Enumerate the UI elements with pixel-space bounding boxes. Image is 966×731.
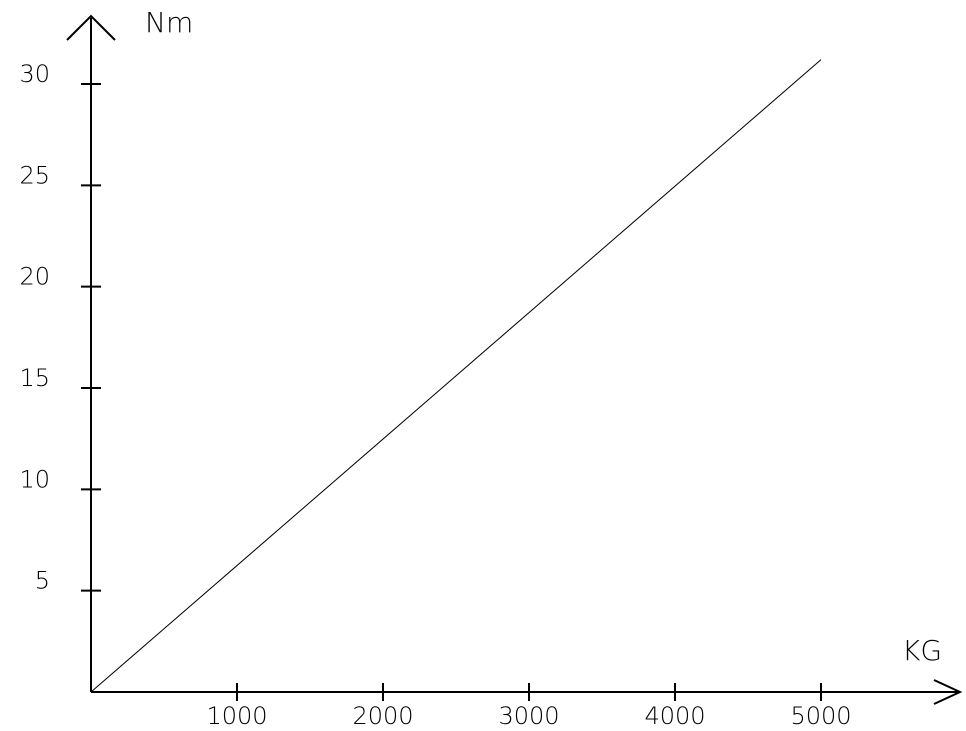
y-axis-title: Nm: [145, 6, 193, 39]
y-tick-label: 5: [35, 567, 50, 595]
x-tick-label: 5000: [790, 702, 851, 730]
x-tick-label: 4000: [644, 702, 705, 730]
y-tick-label: 25: [19, 161, 50, 189]
ticks: 1000 2000 3000 4000 5000 5 10 15 20 25 30: [19, 60, 851, 730]
y-tick-label: 20: [19, 263, 50, 291]
x-axis-arrow: [933, 679, 963, 705]
y-tick-label: 30: [19, 60, 50, 88]
x-axis-title: KG: [902, 634, 942, 667]
axes: KG Nm: [66, 6, 963, 705]
x-tick-label: 2000: [352, 702, 413, 730]
x-tick-label: 1000: [206, 702, 267, 730]
series-line: [90, 59, 822, 693]
y-tick-label: 15: [19, 364, 50, 392]
x-tick-label: 3000: [498, 702, 559, 730]
y-axis-arrow: [66, 14, 116, 41]
y-tick-label: 10: [19, 465, 50, 493]
series-layer: [90, 59, 822, 693]
